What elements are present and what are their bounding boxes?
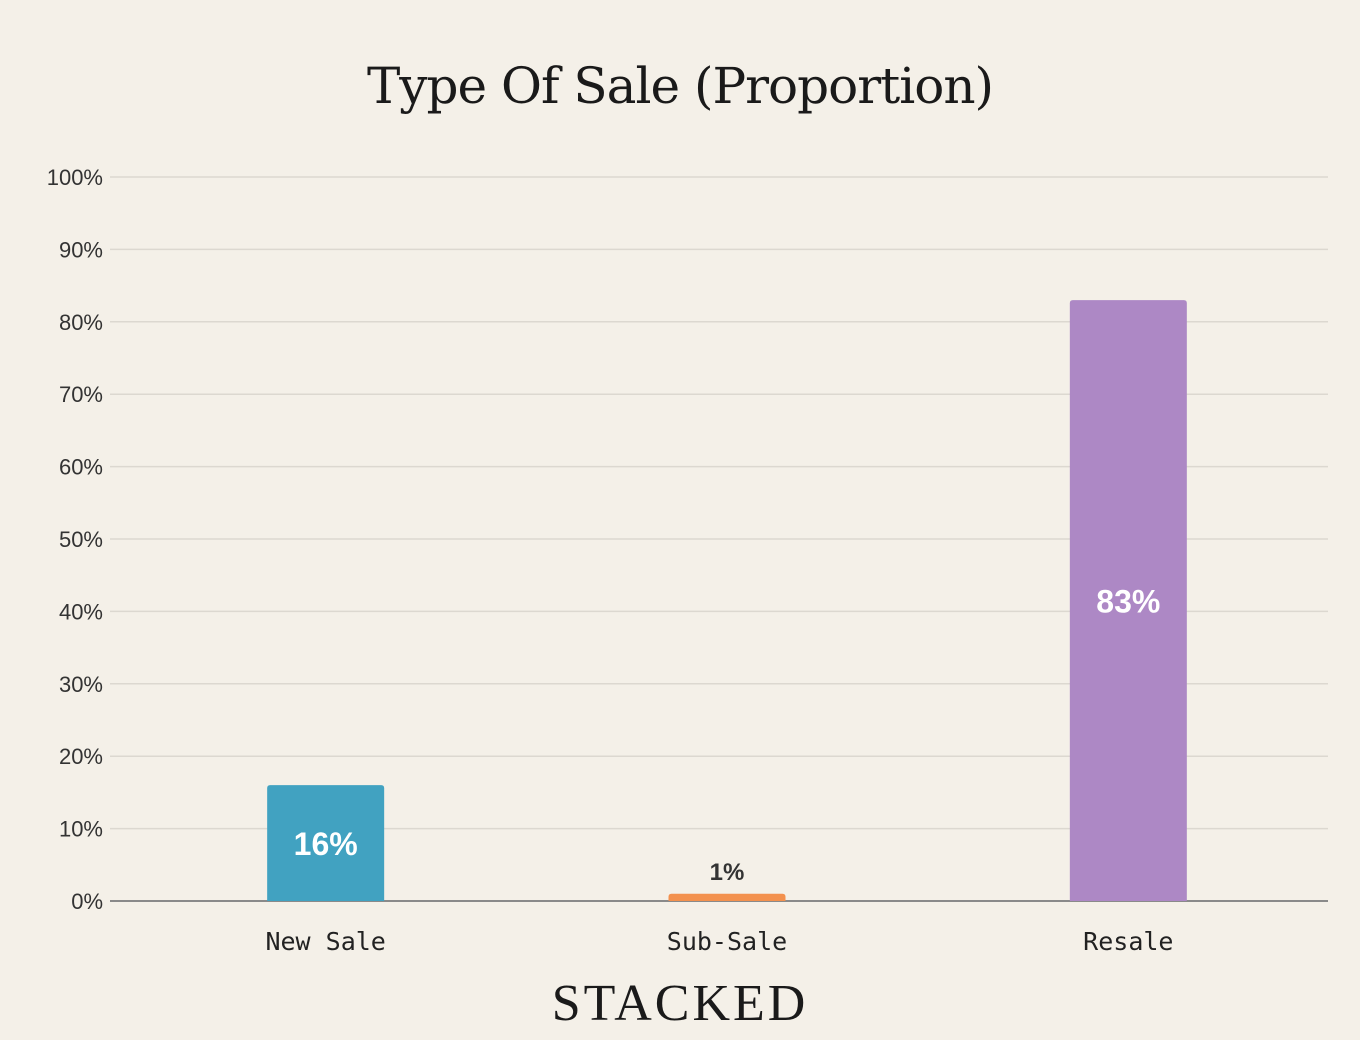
x-tick-label: New Sale [265,927,385,956]
y-tick-label: 60% [59,455,103,480]
y-tick-label: 70% [59,382,103,407]
bar-sub-sale [668,893,786,901]
x-tick-label: Resale [1083,927,1173,956]
stacked-logo: STACKED [552,975,809,1032]
y-tick-label: 50% [59,527,103,552]
bar-data-label: 83% [1096,584,1160,620]
y-tick-label: 30% [59,672,103,697]
y-tick-label: 0% [71,889,103,914]
y-tick-label: 100% [47,165,103,190]
bars: 16% 1% 83% [267,300,1187,902]
y-tick-label: 20% [59,744,103,769]
y-tick-label: 10% [59,817,103,842]
bar-new-sale [267,785,385,901]
y-tick-label: 90% [59,237,103,262]
bar-data-label: 1% [710,859,745,886]
x-tick-label: Sub-Sale [667,927,787,956]
bar-data-label: 16% [294,826,358,862]
x-axis: New Sale Sub-Sale Resale [265,927,1173,956]
y-tick-label: 80% [59,310,103,335]
bar-resale [1069,300,1187,902]
chart-title: Type Of Sale (Proportion) [367,57,993,115]
y-tick-label: 40% [59,599,103,624]
y-axis: 0% 10% 20% 30% 40% 50% 60% 70% 80% 90% 100% [47,165,103,914]
